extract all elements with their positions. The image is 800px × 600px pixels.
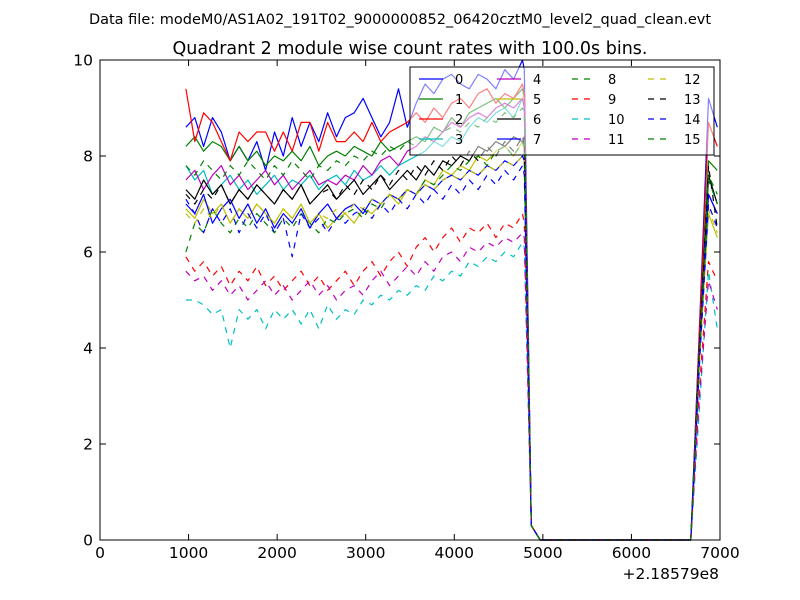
legend-label-8: 8 [608, 73, 616, 88]
x-tick-label: 7000 [700, 544, 739, 562]
legend-label-14: 14 [684, 113, 701, 128]
x-tick-label: 1000 [169, 544, 208, 562]
y-tick-label: 10 [73, 52, 93, 70]
legend-box [409, 66, 715, 156]
legend-label-13: 13 [684, 93, 701, 108]
series-line-5 [185, 141, 718, 541]
x-tick-label: 0 [95, 544, 105, 562]
x-tick-label: 6000 [612, 544, 651, 562]
series-line-15 [185, 107, 718, 541]
y-tick-label: 0 [83, 532, 93, 550]
x-offset-label: +2.18579e8 [623, 565, 719, 583]
chart-title: Quadrant 2 module wise count rates with … [173, 39, 648, 59]
legend-label-3: 3 [455, 133, 463, 148]
series-line-6 [185, 136, 718, 541]
legend-label-10: 10 [608, 113, 625, 128]
legend-label-2: 2 [455, 113, 463, 128]
y-tick-label: 8 [83, 148, 93, 166]
axes-frame [99, 59, 721, 541]
y-tick-label: 6 [83, 244, 93, 262]
legend-label-15: 15 [684, 133, 701, 148]
series-line-11 [185, 232, 718, 541]
legend-label-5: 5 [533, 93, 541, 108]
series-line-9 [185, 213, 718, 541]
legend-label-4: 4 [533, 73, 541, 88]
legend-label-7: 7 [533, 133, 541, 148]
series-line-1 [185, 88, 718, 541]
series-line-8 [185, 141, 718, 541]
series-line-13 [185, 136, 718, 541]
y-tick-label: 4 [83, 340, 93, 358]
legend-label-1: 1 [455, 93, 463, 108]
legend-label-11: 11 [608, 133, 625, 148]
legend-label-0: 0 [455, 73, 463, 88]
x-tick-label: 5000 [523, 544, 562, 562]
x-tick-label: 4000 [435, 544, 474, 562]
x-tick-label: 2000 [257, 544, 296, 562]
legend-label-9: 9 [608, 93, 616, 108]
figure-suptitle: Data file: modeM0/AS1A02_191T02_90000008… [89, 12, 711, 28]
x-tick-label: 3000 [346, 544, 385, 562]
x-axis: 0 1000 2000 3000 4000 5000 6000 7000 [95, 60, 740, 562]
series-line-14 [185, 165, 718, 541]
y-tick-label: 2 [83, 436, 93, 454]
series-line-10 [185, 241, 718, 541]
legend-label-6: 6 [533, 113, 541, 128]
legend-label-12: 12 [684, 73, 701, 88]
